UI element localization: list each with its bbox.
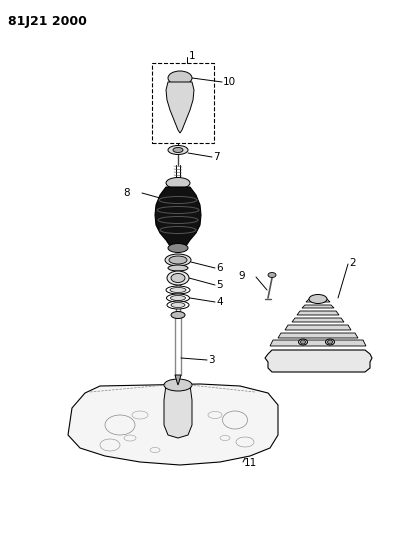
Ellipse shape [169,256,187,264]
Text: 6: 6 [216,263,222,273]
Ellipse shape [268,272,276,278]
Ellipse shape [170,295,185,301]
Ellipse shape [168,265,188,271]
Polygon shape [306,299,330,302]
Text: 3: 3 [208,355,215,365]
Bar [152,63,214,143]
Polygon shape [270,340,366,346]
Ellipse shape [326,339,334,345]
Text: 7: 7 [213,152,220,162]
Ellipse shape [309,295,327,303]
Polygon shape [68,384,278,465]
Text: 81J21 2000: 81J21 2000 [8,15,87,28]
Polygon shape [278,333,358,338]
Ellipse shape [171,303,185,308]
Ellipse shape [167,271,189,285]
Polygon shape [297,311,339,315]
Ellipse shape [166,177,190,189]
Ellipse shape [298,339,308,345]
Ellipse shape [167,301,189,309]
Text: 4: 4 [216,297,222,307]
Text: 9: 9 [238,271,245,281]
Text: 8: 8 [123,188,130,198]
Ellipse shape [170,287,186,293]
Text: 5: 5 [216,280,222,290]
Ellipse shape [171,311,185,319]
Text: 2: 2 [349,258,356,268]
Polygon shape [175,375,181,385]
Ellipse shape [166,286,190,294]
Ellipse shape [166,294,189,302]
Polygon shape [302,305,334,308]
Ellipse shape [168,146,188,155]
Ellipse shape [173,148,183,152]
Ellipse shape [168,71,192,85]
Polygon shape [265,350,372,372]
Text: 1: 1 [189,51,196,61]
Ellipse shape [171,273,185,282]
Ellipse shape [168,244,188,253]
Text: 11: 11 [244,458,257,468]
Polygon shape [166,82,194,133]
Ellipse shape [328,340,332,344]
Polygon shape [285,325,351,330]
Polygon shape [164,385,192,438]
Text: 10: 10 [223,77,236,87]
Ellipse shape [164,379,192,391]
Ellipse shape [300,340,306,344]
Polygon shape [155,187,201,248]
Polygon shape [292,318,344,322]
Ellipse shape [165,254,191,266]
